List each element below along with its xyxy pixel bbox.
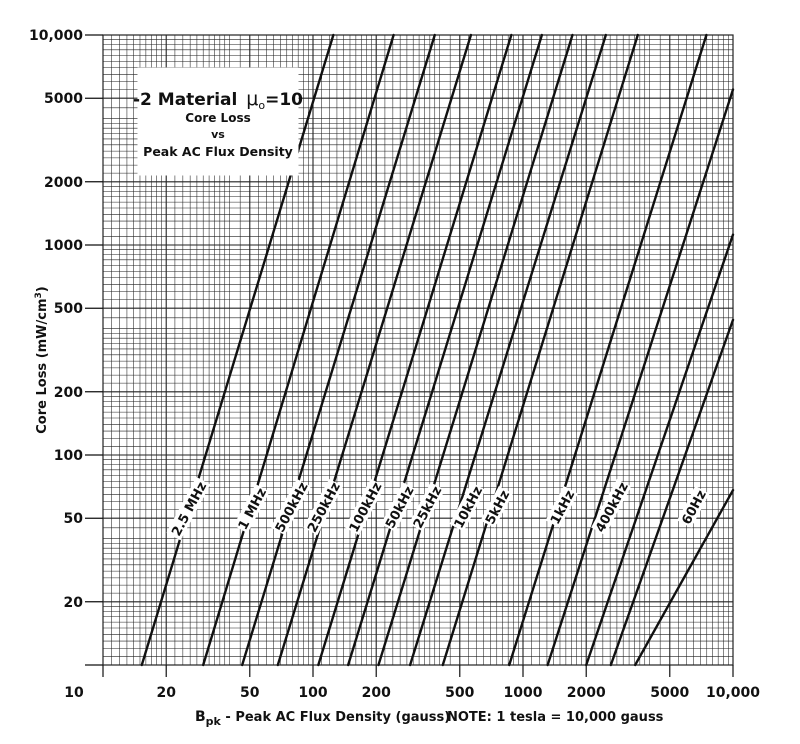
- x-tick-label: 2000: [567, 685, 606, 701]
- title-box: -2 Material μo=10 Core Loss vs Peak AC F…: [133, 67, 303, 176]
- series-line-2.5-mhz: [140, 33, 335, 667]
- x-tick-label: 100: [298, 685, 327, 701]
- y-tick-label: 200: [54, 385, 83, 401]
- chart-subtitle-1: Core Loss: [185, 111, 250, 125]
- series-line-unlabeled-1: [585, 233, 735, 667]
- series-line-unlabeled-2: [609, 318, 735, 667]
- chart-subtitle-3: Peak AC Flux Density: [143, 144, 293, 159]
- series-line-400khz: [546, 88, 735, 667]
- series-label-background: [166, 476, 211, 541]
- series-line-50khz: [346, 33, 544, 667]
- series-lines: [140, 33, 735, 667]
- x-tick-label: 5000: [650, 685, 689, 701]
- series-line-1-mhz: [201, 33, 395, 667]
- series-line-100khz: [317, 33, 513, 667]
- series-line-25khz: [377, 33, 574, 667]
- conversion-note: NOTE: 1 tesla = 10,000 gauss: [447, 710, 664, 725]
- series-label-background: [591, 478, 632, 536]
- series-label-background: [677, 486, 710, 528]
- series-label-background: [380, 482, 418, 532]
- series-label-background: [408, 482, 445, 532]
- y-tick-label: 2000: [44, 175, 83, 191]
- chart-subtitle-2: vs: [211, 128, 225, 141]
- y-tick-label: 20: [64, 595, 84, 611]
- x-tick-label: 1000: [504, 685, 543, 701]
- series-line-60hz: [633, 488, 735, 667]
- y-tick-label: 500: [54, 301, 83, 317]
- series-label-background: [303, 478, 344, 536]
- y-tick-label: 50: [64, 511, 84, 527]
- chart-title: -2 Material μo=10: [133, 88, 303, 112]
- x-tick-label: 200: [362, 685, 391, 701]
- y-tick-label: 1000: [44, 238, 83, 254]
- title-box-background: [137, 67, 299, 176]
- series-label-background: [480, 486, 513, 528]
- x-tick-label: 20: [156, 685, 176, 701]
- y-axis-label: Core Loss (mW/cm3): [34, 286, 50, 434]
- series-label-background: [545, 486, 578, 528]
- series-label-background: [233, 484, 270, 534]
- series-line-500khz: [240, 33, 436, 667]
- series-line-10khz: [408, 33, 608, 667]
- series-label-background: [270, 478, 311, 536]
- series-line-250khz: [276, 33, 473, 667]
- x-tick-label: 10: [64, 685, 84, 701]
- series-line-1khz: [508, 33, 708, 667]
- x-tick-label: 50: [240, 685, 260, 701]
- x-tick-label: 500: [445, 685, 474, 701]
- y-tick-label: 10,000: [29, 28, 83, 44]
- series-label-background: [449, 482, 486, 532]
- x-axis-label: Bpk - Peak AC Flux Density (gauss): [195, 709, 450, 728]
- y-tick-label: 5000: [44, 91, 83, 107]
- y-axis-ticks: 20 50 100 200 500 1000 2000 5000 10,000: [29, 28, 103, 666]
- series-label-background: [344, 478, 385, 536]
- x-axis-ticks: 10 20 50 100 200 500 1000 2000 5000 10,000: [64, 665, 760, 701]
- y-tick-label: 100: [54, 448, 83, 464]
- x-tick-label: 10,000: [706, 685, 760, 701]
- series-line-5khz: [441, 33, 639, 667]
